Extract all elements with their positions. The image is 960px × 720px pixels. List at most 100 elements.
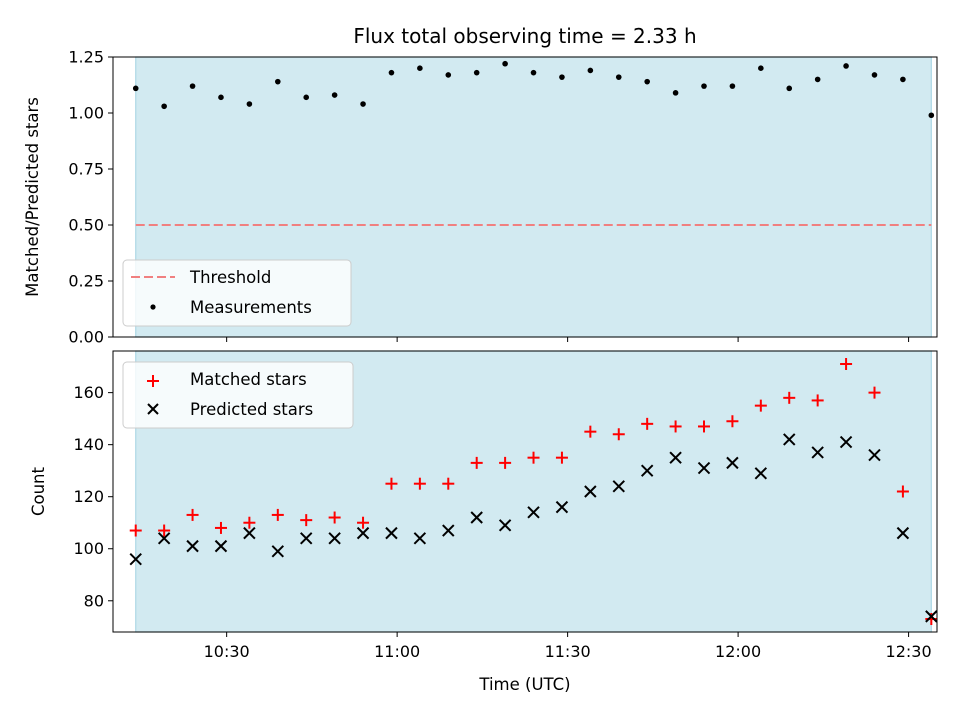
predicted-star-point [243,526,256,540]
matched-star-point [584,425,597,438]
measurement-point [275,78,281,85]
top-legend: Threshold Measurements [122,259,352,327]
matched-star-point [783,391,796,404]
matched-star-point [243,516,256,529]
measurement-point [559,74,565,80]
measurement-point [871,72,878,78]
bottom-legend-box [122,361,354,429]
predicted-star-point [584,485,597,498]
predicted-star-point [925,610,938,623]
matched-star-point [214,521,227,534]
legend-measurements-swatch [150,304,156,310]
top-legend-box [122,259,352,327]
measurement-point [758,65,764,71]
measurement-point [132,85,139,92]
matched-star-point [442,477,455,490]
predicted-star-point [612,480,625,493]
bottom-y-tick-label: 120 [73,487,104,506]
measurement-point [417,65,423,71]
predicted-star-point [498,519,512,532]
measurement-point [218,94,224,101]
legend-threshold-label: Threshold [189,268,271,287]
predicted-star-point [783,433,796,446]
measurement-point [701,83,707,89]
matched-stars-points [129,358,938,625]
top-panel: 0.00 0.25 0.50 0.75 1.00 1.25 Matched/Predict… [23,48,938,347]
matched-star-point [555,451,568,464]
matched-star-point [868,386,881,399]
measurement-point [360,101,366,107]
top-y-tick-label: 1.25 [68,48,104,67]
measurement-point [445,72,452,78]
predicted-star-point [271,545,285,558]
bottom-y-axis: 80 100 120 140 160 [73,383,113,610]
predicted-star-point [328,532,341,545]
bottom-y-tick-label: 160 [73,383,104,402]
matched-star-point [698,420,711,433]
predicted-star-point [811,446,824,459]
matched-star-point [186,508,199,521]
predicted-star-point [356,526,370,540]
matched-star-point [328,511,341,524]
bottom-x-tick-label: 12:00 [715,642,761,661]
matched-star-point [158,524,171,537]
bottom-x-tick-label: 11:00 [374,642,420,661]
measurement-point [843,63,849,69]
top-y-tick-label: 1.00 [68,104,104,123]
matched-star-point [641,417,654,430]
measurement-point [615,74,622,80]
matched-star-point [413,477,426,490]
bottom-legend: Matched stars Predicted stars [122,361,354,429]
matched-star-point [300,514,313,527]
measurement-point [331,92,338,98]
legend-predicted-label: Predicted stars [190,400,313,419]
measurement-point [587,67,594,74]
predicted-stars-points [129,433,938,623]
x-axis-label: Time (UTC) [478,675,570,694]
measurement-point [161,103,167,110]
bottom-x-tick-label: 12:30 [886,642,932,661]
matched-star-point [271,508,284,521]
matched-star-point [896,485,909,498]
measurement-point [502,60,508,67]
predicted-star-point [839,435,853,449]
top-plot-frame [112,56,938,338]
predicted-star-point [868,448,881,462]
bottom-y-tick-label: 140 [73,435,104,454]
predicted-star-point [129,552,142,566]
top-x-ticks [226,337,910,342]
predicted-star-point [214,539,228,553]
chart-title: Flux total observing time = 2.33 h [353,24,696,48]
legend-matched-swatch [147,375,159,387]
legend-predicted-swatch [147,403,159,415]
matched-star-point [357,516,370,529]
top-y-axis-label: Matched/Predicted stars [23,97,42,297]
measurement-point [786,85,793,92]
bottom-plot-frame [112,350,938,633]
bottom-y-tick-label: 80 [84,591,104,610]
matched-star-point [527,451,540,464]
measurement-point [644,78,650,85]
matched-star-point [669,420,682,433]
bottom-x-axis: 10:30 11:00 11:30 12:00 12:30 [204,632,932,661]
matched-star-point [470,456,483,469]
predicted-star-point [697,461,711,475]
predicted-star-point [300,532,313,545]
top-y-tick-label: 0.75 [68,160,104,179]
measurement-point [388,69,395,76]
predicted-star-point [157,532,171,545]
measurement-points [132,60,935,119]
matched-star-point [811,394,824,407]
measurement-point [189,83,196,89]
measurement-point [473,69,480,76]
predicted-star-point [726,456,739,470]
measurement-point [928,112,935,119]
matched-star-point [499,456,512,469]
matched-star-point [385,477,398,490]
legend-matched-label: Matched stars [190,370,307,389]
predicted-star-point [754,467,768,480]
measurement-point [530,69,537,76]
matched-star-point [129,524,142,537]
top-y-tick-label: 0.00 [68,328,104,347]
